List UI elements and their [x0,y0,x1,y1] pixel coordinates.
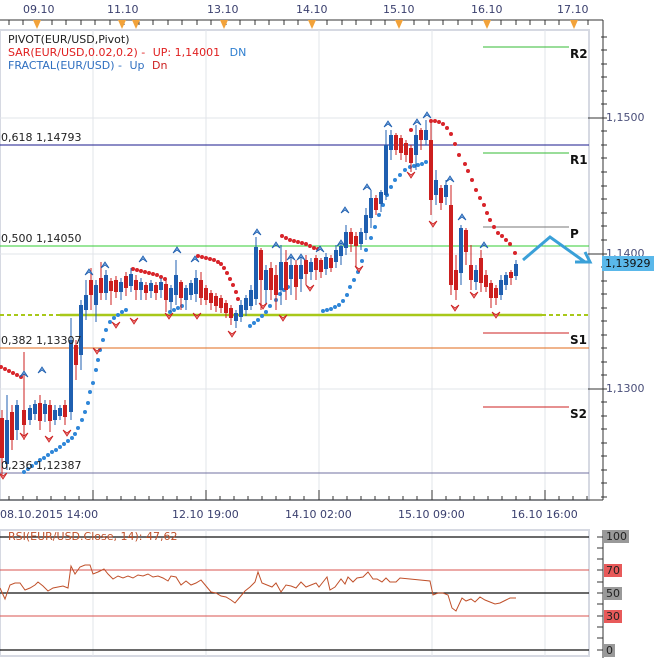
top-date-label: 13.10 [207,3,239,16]
fractal-up-icons [19,111,489,378]
x-tick-label: 15.10 09:00 [398,508,465,521]
fib-label-500: 0,500 1,14050 [1,232,82,245]
rsi-badge-0: 0 [604,644,615,657]
pivot-label-r2: R2 [570,47,588,61]
legend-fractal-up: Up [129,59,145,72]
rsi-badge-100: 100 [604,530,629,543]
rsi-badge-30: 30 [604,610,622,623]
legend-sar-dn: DN [229,46,247,59]
x-tick-label: 12.10 19:00 [172,508,239,521]
legend-sar: SAR(EUR/USD,0.02,0.2) - UP: 1,14001 DN [8,46,246,59]
top-date-label: 17.10 [557,3,589,16]
rsi-line [0,564,516,612]
pivot-label-r1: R1 [570,153,588,167]
date-marker-icons [33,20,578,29]
pivot-label-p: P [570,227,579,241]
x-tick-label: 16.10 16:00 [511,508,578,521]
fib-label-618: 0,618 1,14793 [1,131,82,144]
rsi-badge-50: 50 [604,587,622,600]
pivot-label-s2: S2 [570,407,587,421]
legend-sar-label: SAR(EUR/USD,0.02,0.2) - [8,46,146,59]
forecast-arrow-icon [522,235,593,264]
legend-fractal-label: FRACTAL(EUR/USD) - [8,59,122,72]
legend-fractal-dn: Dn [152,59,168,72]
legend-pivot: PIVOT(EUR/USD,Pivot) [8,33,130,46]
rsi-title: RSI(EUR/USD.Close, 14): 47,62 [8,530,178,543]
fib-label-382: 0,382 1,13307 [1,334,82,347]
y-tick-label: 1,1300 [606,382,645,395]
top-date-label: 15.10 [383,3,415,16]
current-price-badge: 1,13929 [602,256,654,271]
x-tick-label: 14.10 02:00 [285,508,352,521]
top-date-label: 14.10 [296,3,328,16]
x-tick-label: 08.10.2015 14:00 [0,508,99,521]
top-date-label: 11.10 [107,3,139,16]
legend-sar-up: UP: 1,14001 [152,46,221,59]
y-tick-label: 1,1500 [606,111,645,124]
fib-label-236: 0,236 1,12387 [1,459,82,472]
top-date-label: 09.10 [23,3,55,16]
pivot-label-s1: S1 [570,333,587,347]
fractal-dn-icons [0,171,501,480]
legend-fractal: FRACTAL(EUR/USD) - Up Dn [8,59,167,72]
rsi-badge-70: 70 [604,564,622,577]
candlesticks [0,120,518,478]
sar-dn-dots [0,119,517,379]
top-date-label: 16.10 [471,3,503,16]
